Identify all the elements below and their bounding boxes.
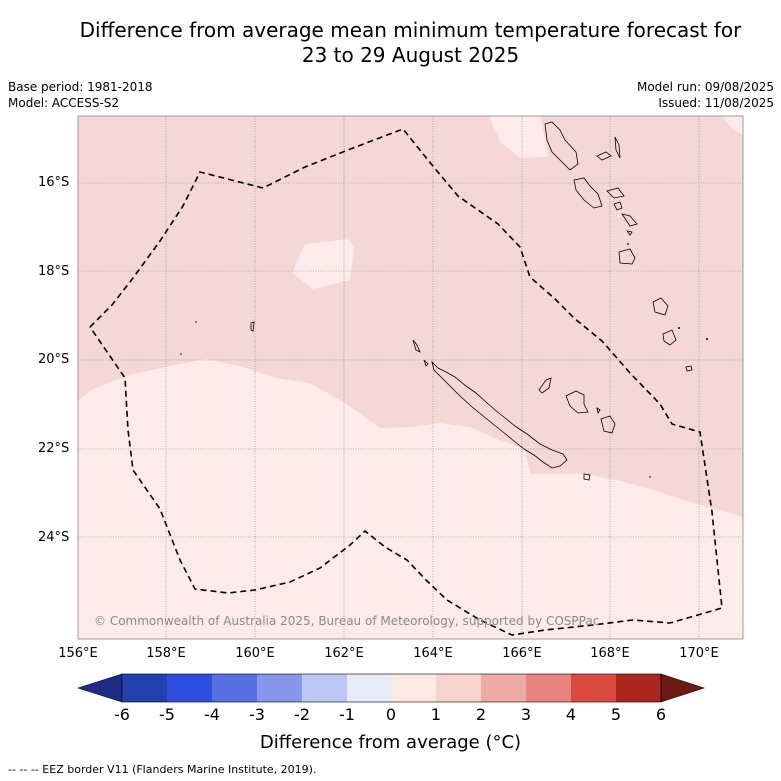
colorbar-segment-5	[302, 674, 347, 702]
epi-island	[613, 201, 623, 211]
tanna-island	[662, 329, 677, 346]
mare-island	[600, 415, 616, 434]
isle-of-pines	[583, 473, 591, 481]
ambrym-island	[606, 187, 625, 199]
eez-border	[89, 128, 723, 636]
colorbar-tick: -5	[159, 705, 175, 724]
colorbar-tick: -6	[114, 705, 130, 724]
islet-belep	[412, 339, 421, 353]
lat-label-16s: 16°S	[38, 175, 70, 190]
model-run: Model run: 09/08/2025	[636, 80, 774, 94]
colorbar-tick: -2	[294, 705, 310, 724]
lon-label-156e: 156°E	[58, 646, 98, 661]
lat-label-20s: 20°S	[38, 352, 70, 367]
colorbar-segment-9	[481, 674, 526, 702]
colorbar-frame	[121, 673, 662, 703]
chesterfield-islet	[250, 321, 255, 332]
lat-label-24s: 24°S	[38, 530, 70, 545]
graticule	[78, 116, 743, 639]
map-title: Difference from average mean minimum tem…	[40, 18, 781, 68]
lon-label-158e: 158°E	[146, 646, 186, 661]
map-frame	[77, 115, 744, 640]
efate-island	[618, 248, 636, 265]
meta-right: Model run: 09/08/2025 Issued: 11/08/2025	[637, 79, 774, 111]
colorbar-segment-10	[526, 674, 571, 702]
model-name: Model: ACCESS-S2	[8, 96, 120, 110]
colorbar-tick: 0	[385, 705, 397, 724]
colorbar-segment-7	[391, 674, 436, 702]
colorbar-label: Difference from average (°C)	[259, 732, 522, 753]
colorbar-tick: 1	[430, 705, 442, 724]
anomaly-patch-west	[292, 239, 354, 289]
aneityum-island	[685, 365, 693, 372]
colorbar-segment-6	[347, 674, 391, 702]
malekula-island	[573, 177, 603, 209]
colorbar-tick: -3	[249, 705, 265, 724]
anomaly-patch-northeast	[722, 116, 743, 135]
issued-date: Issued: 11/08/2025	[658, 96, 774, 110]
colorbar	[77, 673, 705, 703]
lon-label-160e: 160°E	[235, 646, 275, 661]
espiritu-santo-island	[544, 121, 579, 171]
title-line-2: 23 to 29 August 2025	[301, 43, 520, 67]
ambae-island	[596, 151, 612, 161]
colorbar-segment-1	[122, 674, 167, 702]
maewo-island	[614, 136, 621, 159]
anomaly-patch-north	[489, 116, 548, 158]
lon-label-168e: 168°E	[590, 646, 630, 661]
colorbar-segment-8	[436, 674, 481, 702]
colorbar-segment-12	[616, 674, 661, 702]
aniwa-islet	[678, 327, 680, 329]
lat-label-18s: 18°S	[38, 264, 70, 279]
copyright-notice: © Commonwealth of Australia 2025, Bureau…	[94, 614, 600, 628]
meta-left: Base period: 1981-2018 Model: ACCESS-S2	[8, 79, 153, 111]
anomaly-region-0-to-1-south	[78, 359, 743, 639]
lon-label-170e: 170°E	[679, 646, 719, 661]
colorbar-segment-4	[257, 674, 302, 702]
tiga-islet	[596, 407, 601, 415]
title-line-1: Difference from average mean minimum tem…	[79, 18, 742, 42]
colorbar-tick: 3	[520, 705, 532, 724]
lifou-island	[565, 390, 589, 414]
colorbar-tick: 2	[475, 705, 487, 724]
lon-label-166e: 166°E	[502, 646, 542, 661]
emae-island	[626, 230, 633, 236]
islet-east	[649, 476, 651, 478]
lon-label-162e: 162°E	[324, 646, 364, 661]
erromango-island	[652, 297, 669, 316]
islet-efate-north	[627, 243, 629, 245]
islet-west-1	[195, 321, 197, 323]
lon-label-164e: 164°E	[413, 646, 453, 661]
futuna-islet	[706, 338, 708, 340]
ouvea-island	[538, 377, 552, 394]
new-caledonia-island	[431, 360, 568, 469]
islet-west-2	[180, 353, 182, 355]
colorbar-segment-11	[571, 674, 616, 702]
colorbar-tick: -4	[204, 705, 220, 724]
colorbar-segment-2	[167, 674, 212, 702]
eez-footer-note: -- -- -- EEZ border V11 (Flanders Marine…	[8, 763, 317, 776]
islet-nw	[423, 359, 429, 367]
colorbar-arrow-low	[77, 673, 123, 703]
colorbar-tick: 4	[565, 705, 577, 724]
colorbar-segment-3	[212, 674, 257, 702]
colorbar-arrow-high	[660, 673, 705, 703]
lat-label-22s: 22°S	[38, 441, 70, 456]
colorbar-tick: 6	[655, 705, 667, 724]
colorbar-tick: -1	[339, 705, 355, 724]
colorbar-tick: 5	[610, 705, 622, 724]
map-area	[78, 116, 743, 639]
base-period: Base period: 1981-2018	[8, 80, 153, 94]
shepherd-islands	[621, 213, 638, 227]
